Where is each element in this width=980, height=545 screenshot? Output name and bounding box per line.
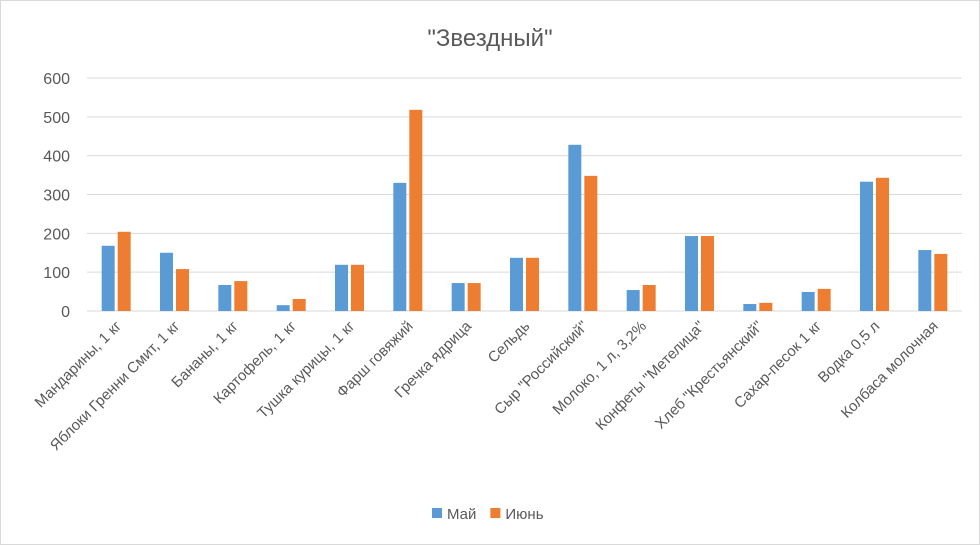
bar-may bbox=[568, 144, 582, 311]
legend-label: Май bbox=[447, 506, 476, 523]
bar-june bbox=[526, 257, 539, 311]
y-tick-label: 200 bbox=[43, 226, 70, 243]
bar-may bbox=[918, 250, 932, 311]
bar-may bbox=[801, 291, 815, 311]
x-tick-label: Сельдь bbox=[485, 318, 534, 367]
bar-june bbox=[876, 177, 889, 311]
bar-june bbox=[176, 269, 189, 311]
bar-may bbox=[626, 290, 640, 311]
legend-swatch bbox=[490, 508, 501, 518]
bar-may bbox=[393, 182, 407, 311]
bar-may bbox=[860, 181, 873, 311]
bar-june bbox=[117, 231, 131, 311]
bar-may bbox=[510, 257, 523, 311]
x-tick-label: Хлеб "Крестьянский" bbox=[652, 318, 767, 433]
bar-june bbox=[351, 264, 364, 311]
bar-june bbox=[934, 253, 948, 311]
legend-label: Июнь bbox=[505, 506, 543, 523]
bar-june bbox=[817, 288, 831, 311]
bar-may bbox=[276, 305, 290, 311]
bar-june bbox=[292, 298, 306, 311]
bar-may bbox=[743, 304, 757, 311]
bar-june bbox=[759, 302, 773, 311]
legend-swatch bbox=[432, 508, 442, 518]
bar-june bbox=[234, 281, 248, 311]
bar-may bbox=[160, 252, 173, 311]
bar-june bbox=[701, 236, 714, 311]
bar-may bbox=[218, 284, 232, 311]
bar-june bbox=[409, 109, 423, 312]
bar-may bbox=[335, 264, 348, 311]
y-tick-label: 300 bbox=[43, 188, 70, 205]
x-tick-label: Колбаса молочная bbox=[838, 318, 942, 422]
y-tick-label: 600 bbox=[43, 71, 70, 88]
bar-june bbox=[642, 284, 656, 311]
bar-june bbox=[584, 175, 598, 311]
x-tick-label: Конфеты "Метелица" bbox=[592, 318, 708, 434]
bar-may bbox=[101, 245, 115, 311]
y-tick-label: 400 bbox=[43, 149, 70, 166]
y-tick-label: 100 bbox=[43, 265, 70, 282]
x-tick-label: Тушка курицы, 1 кг bbox=[254, 317, 359, 422]
bar-may bbox=[685, 236, 698, 311]
bar-june bbox=[467, 283, 481, 311]
bar-may bbox=[451, 283, 465, 311]
y-tick-label: 500 bbox=[43, 110, 70, 127]
chart-title: "Звездный" bbox=[427, 25, 552, 52]
y-tick-label: 0 bbox=[61, 304, 70, 321]
